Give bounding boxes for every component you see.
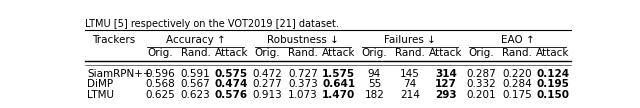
Text: DiMP: DiMP	[88, 79, 113, 89]
Text: Accuracy ↑: Accuracy ↑	[166, 35, 225, 45]
Text: 1.575: 1.575	[322, 69, 355, 79]
Text: Orig.: Orig.	[362, 48, 387, 58]
Text: 94: 94	[368, 69, 381, 79]
Text: 74: 74	[404, 79, 417, 89]
Text: 0.472: 0.472	[252, 69, 282, 79]
Text: 0.913: 0.913	[252, 90, 282, 100]
Text: 0.625: 0.625	[145, 90, 175, 100]
Text: 0.474: 0.474	[214, 79, 248, 89]
Text: 55: 55	[368, 79, 381, 89]
Text: Rand.: Rand.	[180, 48, 211, 58]
Text: 0.201: 0.201	[467, 90, 497, 100]
Text: Failures ↓: Failures ↓	[384, 35, 436, 45]
Text: 127: 127	[435, 79, 457, 89]
Text: Robustness ↓: Robustness ↓	[267, 35, 339, 45]
Text: 145: 145	[400, 69, 420, 79]
Text: 0.195: 0.195	[537, 79, 570, 89]
Text: 0.641: 0.641	[322, 79, 355, 89]
Text: LTMU [5] respectively on the VOT2019 [21] dataset.: LTMU [5] respectively on the VOT2019 [21…	[85, 19, 339, 29]
Text: 0.576: 0.576	[215, 90, 248, 100]
Text: Rand.: Rand.	[288, 48, 318, 58]
Text: 0.284: 0.284	[502, 79, 532, 89]
Text: 0.220: 0.220	[502, 69, 532, 79]
Text: 0.277: 0.277	[252, 79, 282, 89]
Text: 0.124: 0.124	[536, 69, 570, 79]
Text: 0.373: 0.373	[288, 79, 318, 89]
Text: 0.332: 0.332	[467, 79, 497, 89]
Text: Attack: Attack	[214, 48, 248, 58]
Text: 1.073: 1.073	[288, 90, 318, 100]
Text: Trackers: Trackers	[92, 35, 135, 45]
Text: 182: 182	[364, 90, 385, 100]
Text: 293: 293	[435, 90, 457, 100]
Text: 0.175: 0.175	[502, 90, 532, 100]
Text: Orig.: Orig.	[147, 48, 173, 58]
Text: 1.470: 1.470	[322, 90, 355, 100]
Text: 0.727: 0.727	[288, 69, 318, 79]
Text: EAO ↑: EAO ↑	[500, 35, 534, 45]
Text: Attack: Attack	[322, 48, 355, 58]
Text: 0.287: 0.287	[467, 69, 497, 79]
Text: 314: 314	[435, 69, 457, 79]
Text: Attack: Attack	[429, 48, 463, 58]
Text: Attack: Attack	[536, 48, 570, 58]
Text: 214: 214	[400, 90, 420, 100]
Text: 0.623: 0.623	[180, 90, 211, 100]
Text: Orig.: Orig.	[469, 48, 495, 58]
Text: Rand.: Rand.	[502, 48, 532, 58]
Text: Rand.: Rand.	[396, 48, 425, 58]
Text: 0.591: 0.591	[180, 69, 211, 79]
Text: 0.150: 0.150	[537, 90, 570, 100]
Text: 0.567: 0.567	[180, 79, 211, 89]
Text: LTMU: LTMU	[88, 90, 115, 100]
Text: 0.596: 0.596	[145, 69, 175, 79]
Text: SiamRPN++: SiamRPN++	[88, 69, 152, 79]
Text: 0.568: 0.568	[145, 79, 175, 89]
Text: Orig.: Orig.	[254, 48, 280, 58]
Text: 0.575: 0.575	[215, 69, 248, 79]
